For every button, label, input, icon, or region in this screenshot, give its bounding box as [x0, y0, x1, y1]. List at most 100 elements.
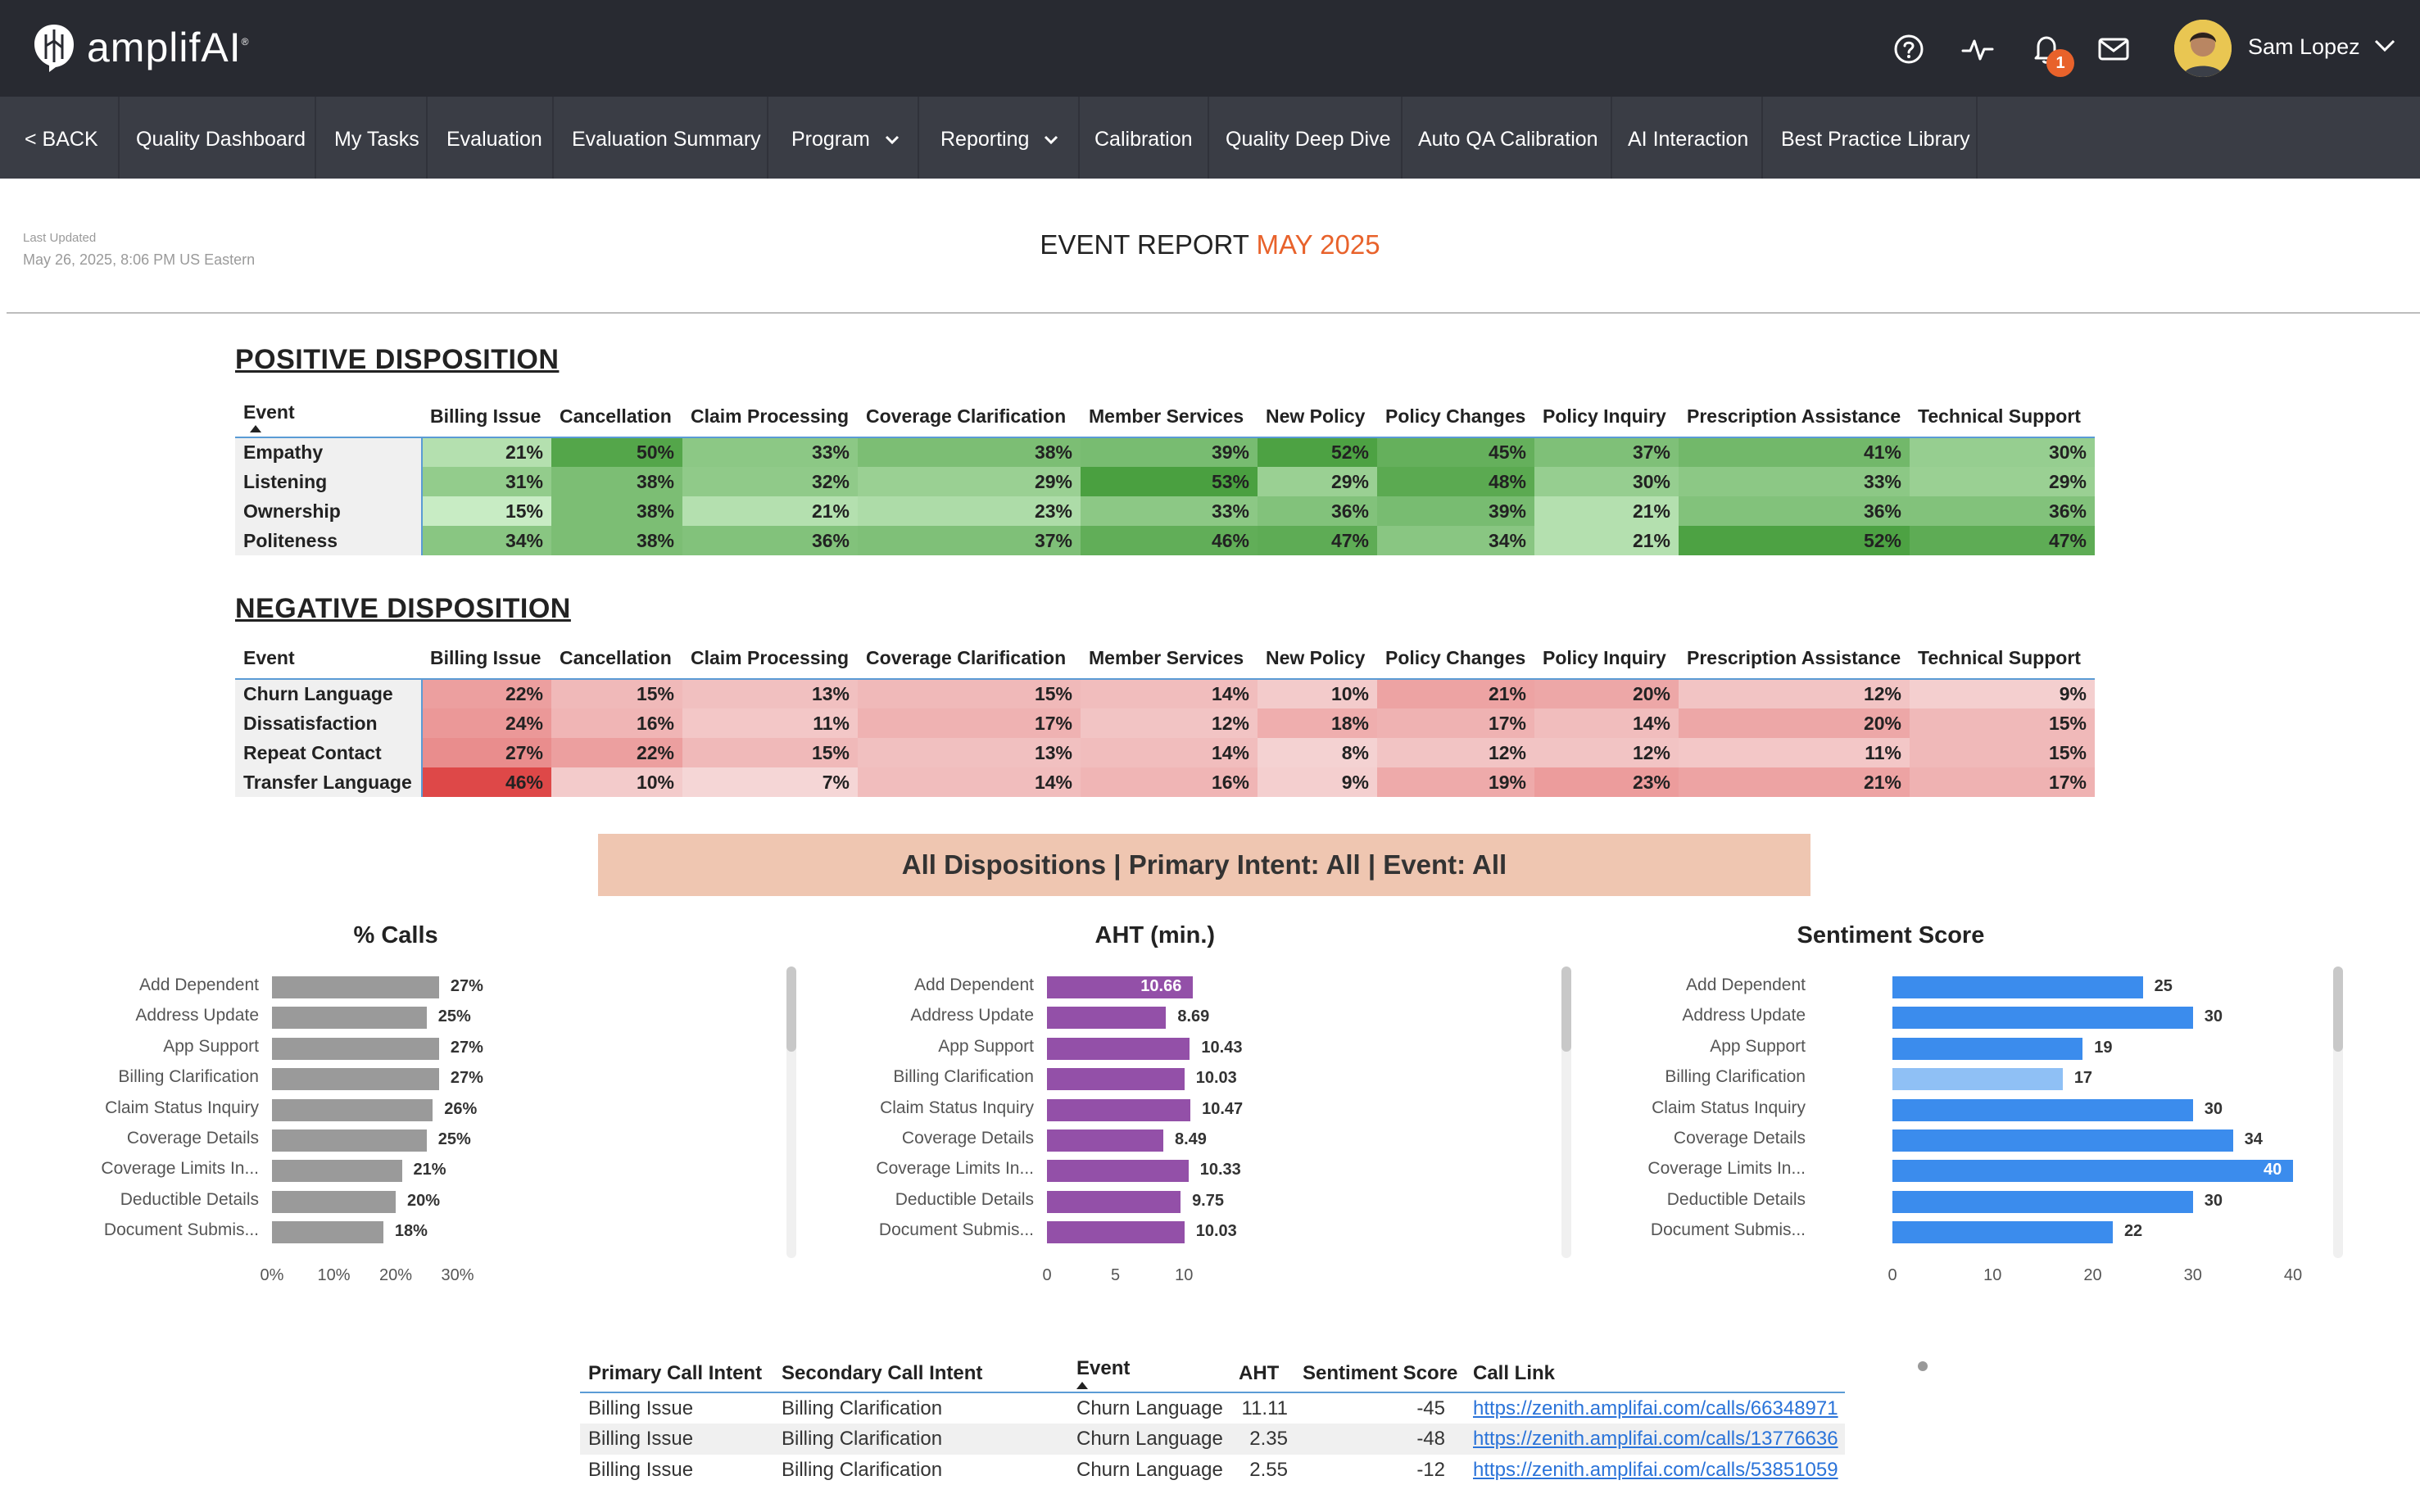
heatmap-cell[interactable]: 14%	[1534, 708, 1679, 738]
nav-evaluation[interactable]: Evaluation	[446, 128, 542, 151]
heatmap-cell[interactable]: 50%	[551, 437, 682, 467]
aht-min-scrollbar-thumb[interactable]	[1561, 967, 1571, 1052]
heatmap-cell[interactable]: 10%	[1258, 678, 1377, 708]
heatmap-cell[interactable]: 36%	[1910, 496, 2095, 526]
sentiment-score-bar[interactable]	[1892, 1037, 2083, 1060]
sentiment-score-bar[interactable]	[1892, 1098, 2193, 1121]
heatmap-cell[interactable]: 11%	[1679, 738, 1910, 767]
heatmap-cell[interactable]: 38%	[551, 496, 682, 526]
column-header-call-link[interactable]: Call Link	[1465, 1355, 1845, 1393]
heatmap-cell[interactable]: 48%	[1377, 467, 1534, 496]
nav-quality-dashboard[interactable]: Quality Dashboard	[136, 128, 306, 151]
aht-min-bar[interactable]	[1047, 1098, 1191, 1121]
heatmap-cell[interactable]: 17%	[1910, 767, 2095, 797]
column-header-aht[interactable]: AHT	[1230, 1355, 1294, 1393]
calls-bar[interactable]	[272, 1129, 427, 1152]
sentiment-score-bar[interactable]	[1892, 1160, 2293, 1183]
heatmap-cell[interactable]: 33%	[1679, 467, 1910, 496]
aht-min-bar[interactable]	[1047, 976, 1194, 998]
sentiment-score-bar[interactable]	[1892, 1007, 2193, 1030]
heatmap-cell[interactable]: 12%	[1679, 678, 1910, 708]
heatmap-cell[interactable]: 45%	[1377, 437, 1534, 467]
heatmap-cell[interactable]: 8%	[1258, 738, 1377, 767]
nav-reporting[interactable]: Reporting	[940, 97, 1058, 179]
heatmap-cell[interactable]: 22%	[422, 678, 551, 708]
sentiment-score-scrollbar-thumb[interactable]	[2333, 967, 2343, 1052]
heatmap-cell[interactable]: 12%	[1534, 738, 1679, 767]
heatmap-cell[interactable]: 37%	[858, 526, 1081, 555]
heatmap-cell[interactable]: 18%	[1258, 708, 1377, 738]
column-header-secondary-call-intent[interactable]: Secondary Call Intent	[773, 1355, 1068, 1393]
activity-icon[interactable]	[1960, 31, 1996, 67]
nav-ai-interaction[interactable]: AI Interaction	[1628, 128, 1749, 151]
heatmap-cell[interactable]: 7%	[682, 767, 858, 797]
heatmap-cell[interactable]: 46%	[1081, 526, 1258, 555]
column-header-new-policy[interactable]: New Policy	[1258, 638, 1377, 679]
sentiment-score-bar[interactable]	[1892, 1221, 2113, 1244]
nav-evaluation-summary[interactable]: Evaluation Summary	[572, 128, 761, 151]
heatmap-cell[interactable]: 19%	[1377, 767, 1534, 797]
heatmap-cell[interactable]: 15%	[858, 678, 1081, 708]
mail-icon[interactable]	[2096, 31, 2132, 67]
aht-min-bar[interactable]	[1047, 1221, 1185, 1244]
heatmap-cell[interactable]: 21%	[1377, 678, 1534, 708]
heatmap-cell[interactable]: 38%	[858, 437, 1081, 467]
heatmap-cell[interactable]: 14%	[1081, 678, 1258, 708]
aht-min-bar[interactable]	[1047, 1007, 1167, 1030]
heatmap-cell[interactable]: 9%	[1910, 678, 2095, 708]
heatmap-cell[interactable]: 38%	[551, 526, 682, 555]
heatmap-cell[interactable]: 53%	[1081, 467, 1258, 496]
calls-bar[interactable]	[272, 1037, 439, 1060]
sentiment-score-bar[interactable]	[1892, 1068, 2063, 1091]
heatmap-cell[interactable]: 13%	[858, 738, 1081, 767]
calls-bar[interactable]	[272, 1098, 433, 1121]
heatmap-cell[interactable]: 41%	[1679, 437, 1910, 467]
sentiment-score-bar[interactable]	[1892, 1190, 2193, 1213]
column-header-policy-inquiry[interactable]: Policy Inquiry	[1534, 638, 1679, 679]
heatmap-cell[interactable]: 14%	[1081, 738, 1258, 767]
heatmap-cell[interactable]: 34%	[1377, 526, 1534, 555]
heatmap-cell[interactable]: 31%	[422, 467, 551, 496]
heatmap-cell[interactable]: 29%	[1258, 467, 1377, 496]
nav-auto-qa-calibration[interactable]: Auto QA Calibration	[1418, 128, 1598, 151]
heatmap-cell[interactable]: 15%	[1910, 738, 2095, 767]
heatmap-cell[interactable]: 20%	[1679, 708, 1910, 738]
cell-call-link[interactable]: https://zenith.amplifai.com/calls/663489…	[1465, 1392, 1845, 1424]
heatmap-cell[interactable]: 29%	[858, 467, 1081, 496]
heatmap-cell[interactable]: 21%	[1534, 526, 1679, 555]
calls-bar[interactable]	[272, 1068, 439, 1091]
heatmap-cell[interactable]: 23%	[1534, 767, 1679, 797]
column-header-claim-processing[interactable]: Claim Processing	[682, 396, 858, 437]
column-header-policy-changes[interactable]: Policy Changes	[1377, 396, 1534, 437]
heatmap-cell[interactable]: 39%	[1377, 496, 1534, 526]
heatmap-cell[interactable]: 36%	[1679, 496, 1910, 526]
sentiment-score-bar[interactable]	[1892, 976, 2143, 998]
heatmap-cell[interactable]: 12%	[1081, 708, 1258, 738]
heatmap-cell[interactable]: 33%	[1081, 496, 1258, 526]
heatmap-cell[interactable]: 52%	[1258, 437, 1377, 467]
call-link[interactable]: https://zenith.amplifai.com/calls/663489…	[1473, 1397, 1838, 1419]
heatmap-cell[interactable]: 36%	[682, 526, 858, 555]
heatmap-cell[interactable]: 47%	[1258, 526, 1377, 555]
calls-bar[interactable]	[272, 1190, 396, 1213]
column-header-cancellation[interactable]: Cancellation	[551, 638, 682, 679]
heatmap-cell[interactable]: 33%	[682, 437, 858, 467]
aht-min-bar[interactable]	[1047, 1160, 1189, 1183]
heatmap-cell[interactable]: 34%	[422, 526, 551, 555]
nav-calibration[interactable]: Calibration	[1094, 128, 1193, 151]
column-header-coverage-clarification[interactable]: Coverage Clarification	[858, 638, 1081, 679]
heatmap-cell[interactable]: 30%	[1534, 467, 1679, 496]
heatmap-cell[interactable]: 10%	[551, 767, 682, 797]
call-link[interactable]: https://zenith.amplifai.com/calls/137766…	[1473, 1428, 1838, 1450]
help-icon[interactable]	[1891, 31, 1927, 67]
column-header-policy-changes[interactable]: Policy Changes	[1377, 638, 1534, 679]
column-header-coverage-clarification[interactable]: Coverage Clarification	[858, 396, 1081, 437]
heatmap-cell[interactable]: 15%	[1910, 708, 2095, 738]
heatmap-cell[interactable]: 14%	[858, 767, 1081, 797]
sort-ascending-icon[interactable]	[1076, 1382, 1088, 1389]
cell-call-link[interactable]: https://zenith.amplifai.com/calls/538510…	[1465, 1455, 1845, 1486]
heatmap-cell[interactable]: 21%	[422, 437, 551, 467]
heatmap-cell[interactable]: 13%	[682, 678, 858, 708]
heatmap-cell[interactable]: 36%	[1258, 496, 1377, 526]
chevron-down-icon[interactable]	[2372, 38, 2397, 54]
